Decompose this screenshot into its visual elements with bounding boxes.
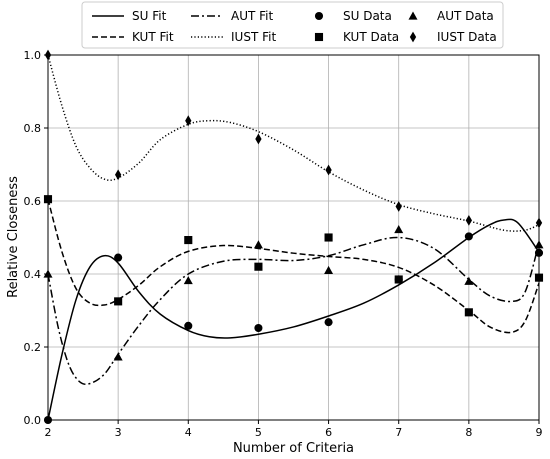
legend-kut-fit-label: KUT Fit [132,30,174,44]
legend-su-data-label: SU Data [343,9,392,23]
y-tick-label-3: 0.6 [24,195,42,208]
x-tick-label-5: 5 [255,426,262,439]
aut-fit-line [47,236,540,386]
kut-data-point-8 [464,308,473,317]
aut-data-point-7 [394,224,404,234]
legend-su-fit-label: SU Fit [132,9,167,23]
su-data-point-8 [464,232,473,241]
iust-data-point-7 [395,201,402,212]
kut-data-point-6 [324,233,333,242]
iust-data-point-4 [185,115,192,127]
su-fit-line [47,218,540,421]
iust-fit-line [47,54,540,232]
kut-data-point-5 [254,262,263,271]
aut-data-point-4 [183,276,193,285]
iust-data-point-6 [325,164,332,176]
aut-data-point-5 [253,240,263,249]
kut-data-point-4 [184,236,193,245]
y-tick-label-1: 0.2 [24,341,42,354]
y-tick-label-0: 0.0 [24,414,42,427]
aut-data-point-3 [113,352,123,361]
iust-data-point-5 [255,133,262,145]
kut-data-point-3 [114,297,123,306]
iust-data-point-3 [114,169,122,181]
legend-su-data-swatch [314,11,324,21]
plot-frame [47,54,540,421]
kut-fit-line [47,198,540,334]
legend-aut-data-label: AUT Data [437,9,494,23]
legend: SU Fit AUT Fit SU Data AUT Data KUT Fit IUST … [81,1,504,49]
su-data-point-4 [184,321,193,330]
legend-kut-data-label: KUT Data [343,30,399,44]
su-data-point-3 [114,253,123,262]
legend-box [81,1,504,49]
kut-data-point-7 [394,275,403,284]
aut-data-point-6 [324,265,334,274]
su-data-point-6 [324,318,333,327]
legend-aut-data-swatch [408,11,418,20]
y-axis-title: Relative Closeness [6,176,21,298]
x-tick-label-3: 3 [115,426,122,439]
iust-data-point-8 [465,214,473,226]
su-data-point-5 [254,323,263,333]
x-axis-title: Number of Criteria [233,441,354,456]
x-tick-label-8: 8 [465,426,472,439]
x-tick-label-9: 9 [536,426,543,439]
y-tick-label-4: 0.8 [24,122,42,135]
fit-lines [47,54,540,421]
axis-ticks: 2 3 4 5 6 7 8 9 0.0 0.2 0.4 0.6 0.8 1.0 [24,49,543,439]
y-tick-label-5: 1.0 [24,49,42,62]
x-tick-label-6: 6 [325,426,332,439]
legend-aut-fit-label: AUT Fit [231,9,274,23]
legend-iust-fit-label: IUST Fit [231,30,276,44]
x-tick-label-7: 7 [395,426,402,439]
y-tick-label-2: 0.4 [24,268,42,281]
legend-iust-data-label: IUST Data [437,30,497,44]
legend-iust-data-swatch [409,31,417,43]
x-tick-label-2: 2 [45,426,52,439]
legend-kut-data-swatch [314,32,324,42]
aut-data-point-8 [464,276,474,285]
x-tick-label-4: 4 [185,426,192,439]
